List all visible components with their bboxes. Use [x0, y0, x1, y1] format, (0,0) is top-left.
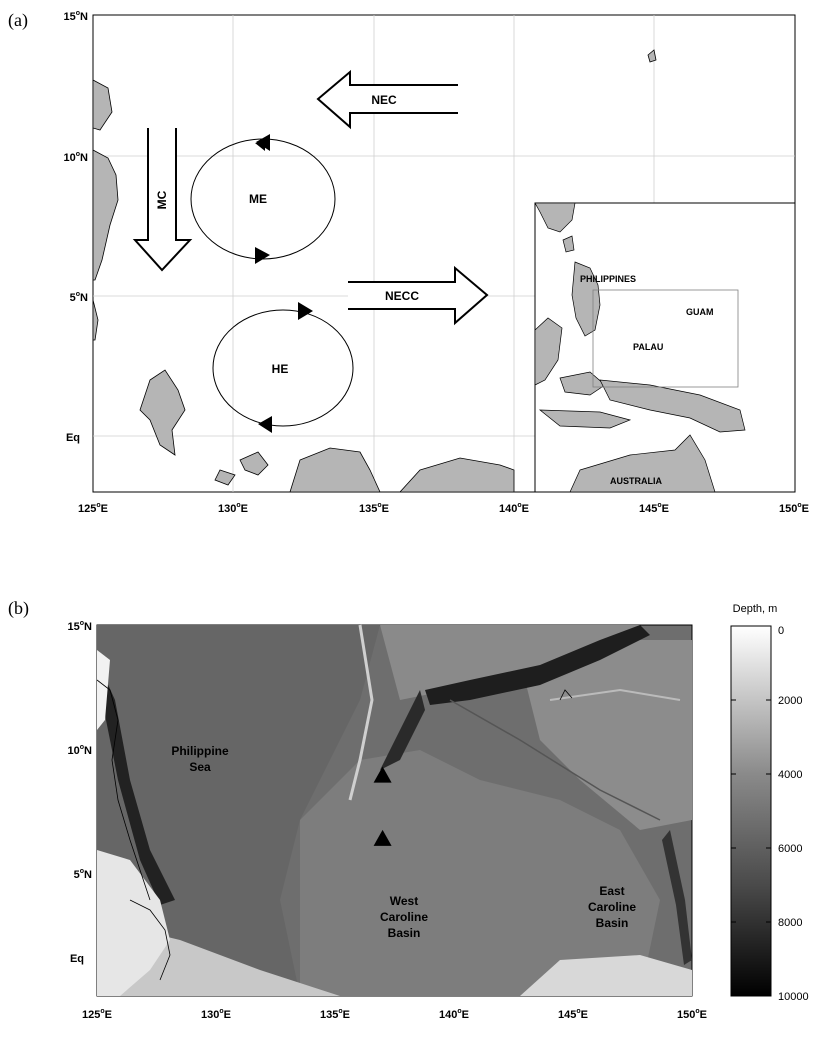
inset-australia: AUSTRALIA [610, 476, 662, 486]
depth-colorbar: Depth, m 0 2000 4000 6000 8000 10000 [730, 603, 809, 1003]
mc-label: MC [155, 190, 169, 209]
station-marker-1 [373, 766, 392, 783]
colorbar-tick-label: 4000 [778, 769, 802, 781]
colorbar-tick-label: 2000 [778, 695, 802, 707]
panel-b-lat-ticks: 15oN 10oN 5oN Eq [68, 620, 93, 965]
lon-tick-130: 130oE [218, 502, 248, 515]
b-lat-tick-10: 10oN [68, 744, 93, 757]
lat-tick-5: 5oN [70, 291, 88, 304]
panel-b-coastlines [96, 679, 573, 981]
he-eddy [212, 309, 354, 427]
inset-guam: GUAM [686, 307, 714, 317]
inset-palau: PALAU [633, 342, 663, 352]
panel-b-map: Philippine Sea West Caroline Basin East … [68, 603, 809, 1021]
east-caroline-label-1: East [599, 884, 624, 898]
b-lat-tick-eq: Eq [70, 953, 84, 965]
panel-a-land [92, 49, 657, 493]
colorbar-tick-label: 0 [778, 625, 784, 637]
inset-philippines: PHILIPPINES [580, 274, 636, 284]
philippine-sea-label-1: Philippine [171, 744, 229, 758]
lon-tick-140: 140oE [499, 502, 529, 515]
he-label: HE [272, 362, 289, 376]
b-lon-tick-125: 125oE [82, 1008, 112, 1021]
lon-tick-145: 145oE [639, 502, 669, 515]
me-eddy-arrowhead-top [256, 134, 270, 151]
colorbar-tick-label: 6000 [778, 843, 802, 855]
station-marker-2 [373, 829, 392, 846]
lat-tick-15: 15oN [64, 10, 89, 23]
inset-map: PHILIPPINES GUAM PALAU AUSTRALIA [534, 202, 796, 493]
b-lon-tick-145: 145oE [558, 1008, 588, 1021]
b-lat-tick-5: 5oN [74, 868, 92, 881]
lat-tick-10: 10oN [64, 151, 89, 164]
nec-label: NEC [371, 93, 397, 107]
east-caroline-label-3: Basin [596, 916, 629, 930]
b-lon-tick-135: 135oE [320, 1008, 350, 1021]
necc-label: NECC [385, 289, 419, 303]
panel-a-lon-ticks: 125oE 130oE 135oE 140oE 145oE 150oE [78, 502, 809, 515]
colorbar-tick-label: 10000 [778, 991, 809, 1003]
west-caroline-label-2: Caroline [380, 910, 428, 924]
b-lon-tick-150: 150oE [677, 1008, 707, 1021]
panel-b-lon-ticks: 125oE 130oE 135oE 140oE 145oE 150oE [82, 1008, 707, 1021]
me-label: ME [249, 192, 267, 206]
lon-tick-150: 150oE [779, 502, 809, 515]
nec-arrow [316, 69, 458, 130]
panel-a-lat-ticks: 15oN 10oN 5oN Eq [64, 10, 89, 444]
philippine-sea-label-2: Sea [189, 760, 211, 774]
b-lat-tick-15: 15oN [68, 620, 93, 633]
inset-study-box [592, 289, 739, 388]
he-eddy-arrowhead-top [298, 302, 313, 320]
colorbar-gradient [730, 625, 772, 997]
west-caroline-label-3: Basin [388, 926, 421, 940]
lon-tick-125: 125oE [78, 502, 108, 515]
bathymetry-shading [97, 624, 692, 996]
necc-arrow [348, 265, 489, 326]
colorbar-ticks: 0 2000 4000 6000 8000 10000 [731, 625, 809, 1003]
colorbar-title: Depth, m [733, 603, 778, 615]
lat-tick-eq: Eq [66, 432, 80, 444]
me-eddy-arrowhead [255, 247, 270, 264]
b-lon-tick-130: 130oE [201, 1008, 231, 1021]
west-caroline-label-1: West [390, 894, 418, 908]
b-lon-tick-140: 140oE [439, 1008, 469, 1021]
lon-tick-135: 135oE [359, 502, 389, 515]
panel-a-label: (a) [8, 10, 28, 30]
he-eddy-arrowhead-bottom [258, 416, 272, 433]
panel-b-label: (b) [8, 598, 29, 618]
east-caroline-label-2: Caroline [588, 900, 636, 914]
panel-a-map: NEC MC NECC ME HE [64, 10, 809, 515]
colorbar-tick-label: 8000 [778, 917, 802, 929]
mc-arrow [132, 128, 193, 272]
station-markers [373, 766, 392, 846]
